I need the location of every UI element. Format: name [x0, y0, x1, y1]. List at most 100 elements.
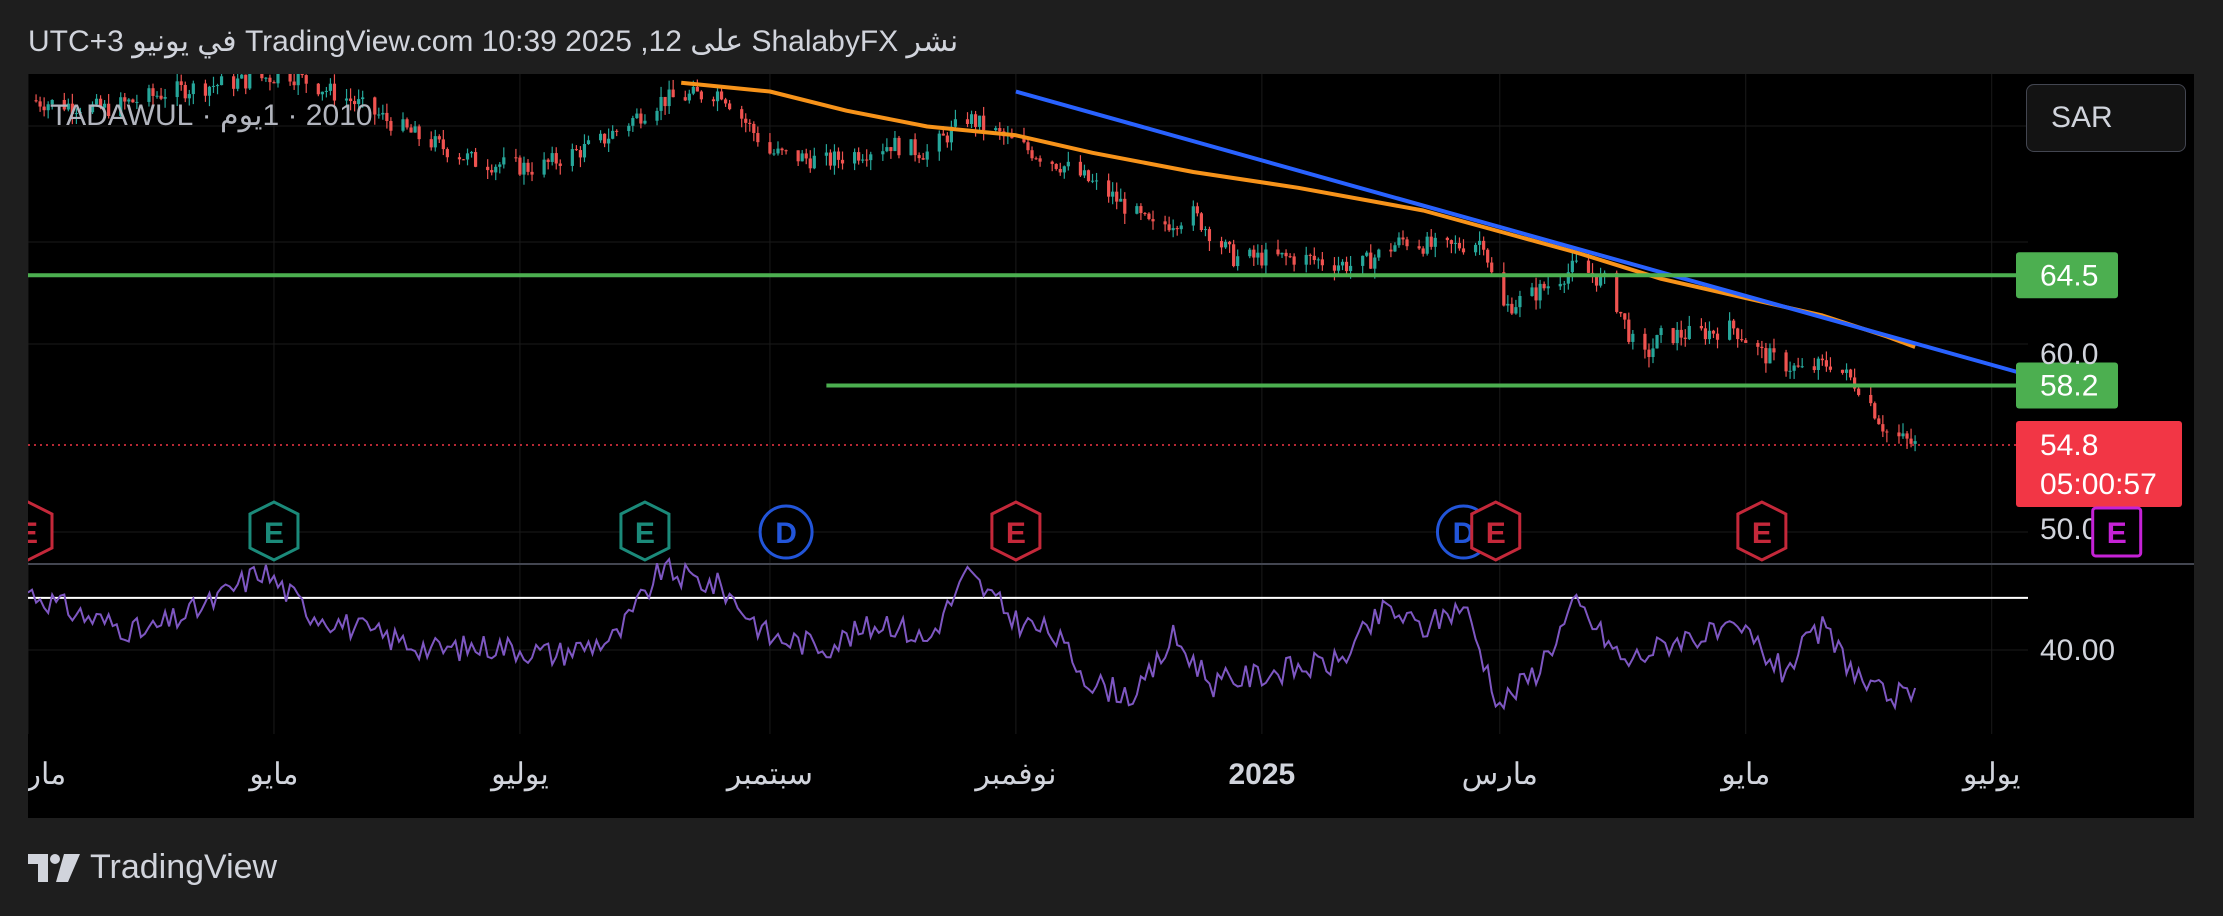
candle-body — [361, 97, 365, 100]
time-axis-label: مارس — [1462, 758, 1538, 792]
candle-body — [1151, 219, 1155, 222]
candle-body — [1473, 244, 1478, 253]
level-price-label: 64.5 — [2040, 259, 2098, 292]
candle-body — [344, 98, 349, 101]
candle-body — [50, 99, 54, 105]
candle-body — [1264, 249, 1268, 266]
candle-body — [1711, 330, 1716, 334]
candle-body — [723, 99, 728, 104]
candle-body — [46, 104, 50, 111]
earnings-event-marker[interactable] — [1736, 500, 1788, 562]
candle-body — [1542, 283, 1546, 289]
time-axis-label: مايو — [247, 758, 298, 792]
event-marker-letter: E — [28, 517, 38, 550]
candle-body — [578, 150, 583, 158]
candle-body — [155, 95, 159, 97]
earnings-event-marker[interactable] — [248, 500, 300, 562]
chart-canvas[interactable]: 64.558.254.805:00:5760.050.00EEEDEDEEE40… — [28, 74, 2194, 818]
candle-body — [889, 147, 893, 152]
candle-body — [1736, 328, 1740, 340]
candle-body — [1417, 246, 1421, 249]
currency-button[interactable]: SAR — [2026, 84, 2186, 152]
candle-body — [627, 125, 631, 132]
candle-body — [1179, 225, 1183, 230]
candle-body — [1828, 366, 1833, 370]
candle-body — [151, 88, 155, 96]
candle-body — [1111, 191, 1115, 197]
chart-area[interactable]: 64.558.254.805:00:5760.050.00EEEDEDEEE40… — [28, 74, 2194, 818]
candle-body — [1824, 360, 1828, 367]
candle-body — [1219, 241, 1224, 248]
candle-body — [1772, 348, 1776, 353]
candle-body — [828, 152, 833, 166]
candle-body — [147, 88, 151, 102]
candle-body — [498, 164, 502, 167]
candle-body — [1913, 441, 1917, 444]
last-price-label: 54.8 — [2040, 429, 2098, 462]
candle-body — [687, 93, 691, 101]
candle-body — [490, 170, 494, 173]
candle-body — [1647, 349, 1651, 358]
candle-body — [1397, 237, 1401, 246]
candle-body — [667, 89, 671, 107]
candle-body — [179, 81, 183, 85]
candle-body — [1280, 252, 1284, 255]
candle-body — [1594, 276, 1599, 286]
candle-body — [1844, 369, 1849, 373]
candle-body — [465, 153, 470, 160]
dividend-event-marker[interactable] — [758, 504, 814, 560]
tradingview-logo[interactable]: TradingView — [28, 848, 277, 887]
candle-body — [1449, 240, 1453, 244]
candle-body — [969, 114, 974, 124]
candle-body — [1393, 245, 1397, 252]
earnings-event-marker[interactable] — [1470, 500, 1522, 562]
candle-body — [1425, 236, 1429, 254]
earnings-event-marker[interactable] — [2091, 506, 2143, 558]
candle-body — [840, 159, 845, 164]
candle-body — [260, 74, 264, 79]
candle-body — [232, 76, 236, 89]
candle-body — [586, 140, 591, 145]
candle-body — [1062, 166, 1066, 173]
candle-body — [861, 159, 865, 161]
candle-body — [663, 96, 667, 107]
candle-body — [324, 90, 328, 92]
candle-body — [913, 139, 917, 156]
candle-body — [1715, 333, 1720, 340]
candle-body — [74, 113, 78, 115]
rsi-axis-label: 40.00 — [2040, 634, 2115, 667]
candle-body — [607, 138, 611, 144]
candle-body — [1627, 319, 1631, 342]
candle-body — [1171, 228, 1175, 231]
candle-body — [1853, 377, 1857, 389]
candle-body — [1348, 265, 1353, 272]
candle-body — [377, 114, 381, 116]
candle-body — [1445, 237, 1449, 241]
candle-body — [937, 133, 941, 152]
resistance-trendline[interactable] — [1015, 89, 2029, 377]
candle-body — [215, 85, 220, 87]
candle-body — [1308, 254, 1312, 256]
candle-body — [1848, 369, 1853, 378]
candle-body — [1022, 138, 1026, 143]
candle-body — [457, 157, 462, 160]
candle-body — [1728, 320, 1732, 340]
candle-body — [90, 104, 95, 113]
candle-body — [1276, 249, 1280, 255]
event-marker-letter: E — [264, 517, 284, 550]
candle-body — [264, 77, 268, 79]
candle-body — [953, 119, 958, 127]
candle-body — [429, 139, 433, 148]
earnings-event-marker[interactable] — [990, 500, 1042, 562]
candle-body — [1615, 272, 1619, 312]
earnings-event-marker[interactable] — [619, 500, 671, 562]
candle-body — [1361, 255, 1365, 266]
candle-body — [917, 155, 921, 159]
candle-body — [502, 157, 506, 165]
candle-body — [1292, 256, 1296, 265]
candle-body — [1570, 260, 1574, 273]
time-axis-label: مارس — [28, 758, 66, 792]
candle-body — [248, 74, 252, 89]
earnings-event-marker[interactable] — [28, 500, 54, 562]
candle-body — [211, 85, 216, 87]
